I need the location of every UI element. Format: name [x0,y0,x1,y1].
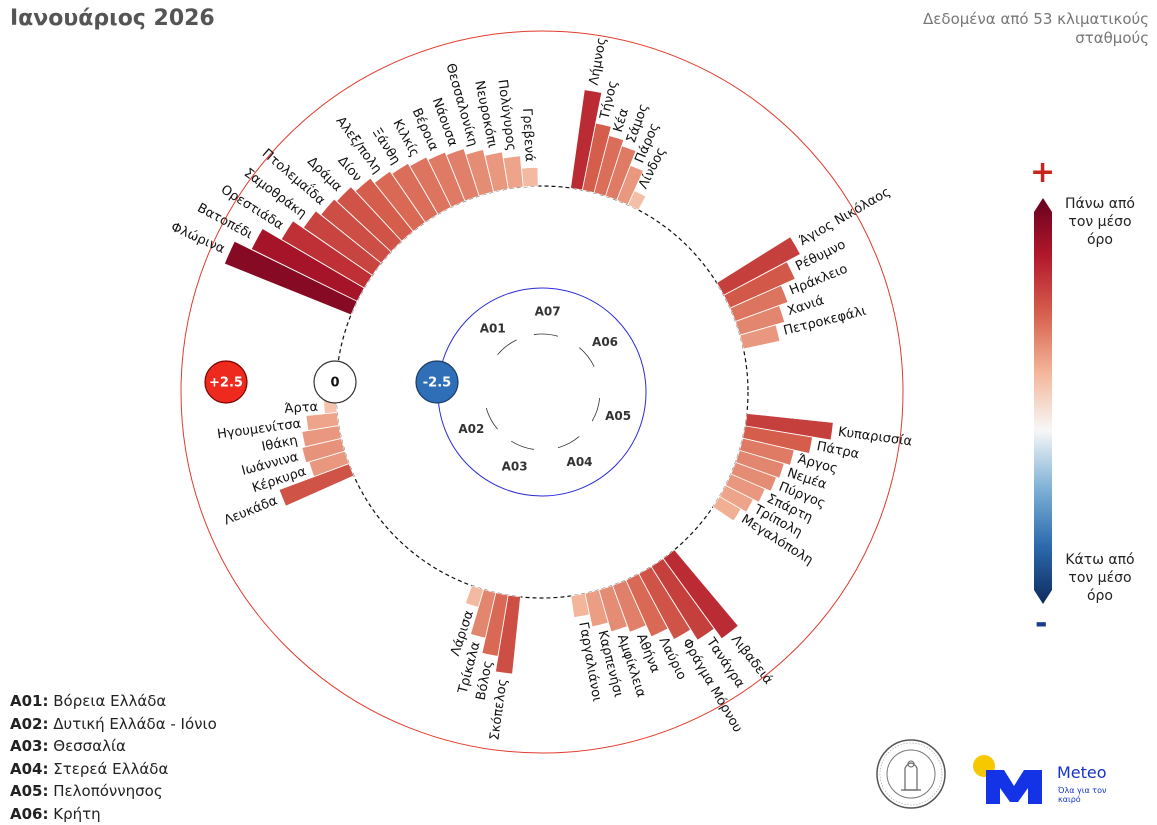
scale-markers: +2.5 0 -2.5 [205,361,458,403]
region-arc [511,441,534,449]
colorbar-plus-sign: + [1030,155,1055,190]
legend-region-name: Δυτική Ελλάδα - Ιόνιο [53,715,217,733]
region-arc [486,408,497,429]
colorbar-minus-sign: - [1035,606,1047,641]
legend-region-name: Κρήτη [53,805,100,823]
scale-marker-label: +2.5 [209,376,243,391]
station-label: Λήμνος [587,36,610,86]
region-code-label: A05 [605,409,631,423]
chart-rings [181,31,903,753]
colorbar-below-label: Κάτω από τον μέσο όρο [1060,551,1140,605]
legend-code: A03: [10,737,48,755]
scale-marker-label: -2.5 [423,376,451,391]
legend-region-name: Βόρεια Ελλάδα [53,692,166,710]
legend-code: A01: [10,692,48,710]
region-code-label: A03 [502,460,528,474]
region-code-label: A06 [592,335,618,349]
colorbar-gradient [1034,198,1052,604]
colorbar [1034,198,1052,604]
legend-region-name: Στερεά Ελλάδα [53,760,168,778]
colorbar-above-label: Πάνω από τον μέσο όρο [1060,195,1140,249]
region-arc [579,348,594,367]
legend-code: A05: [10,782,48,800]
zero-ring [336,186,748,598]
meteo-tagline: Όλα για τον καιρό [1058,786,1118,804]
region-ring: A01 A02 A03 A04 A05 A06 A07 [438,288,646,496]
station-label: Άρτα [284,400,319,417]
legend-row: A01: Βόρεια Ελλάδα [10,690,217,713]
scale-marker-label: 0 [330,376,339,391]
region-arc [534,334,558,336]
meteo-logo [970,752,1052,808]
station-label: Άγιος Νικόλαος [797,185,893,249]
region-arc [498,340,517,355]
legend-row: A02: Δυτική Ελλάδα - Ιόνιο [10,713,217,736]
region-arc [558,436,579,447]
station-labels: ΦλώριναΒατοπέδιΟρεστιάδαΣαμοθράκηΠτολεμα… [168,36,913,741]
bar-a01 [522,167,538,186]
station-label: Λευκάδα [222,493,280,528]
legend-region-name: Πελοπόννησος [53,782,162,800]
station-label: Γρεβενά [519,108,537,162]
region-legend: A01: Βόρεια Ελλάδα A02: Δυτική Ελλάδα - … [10,690,217,825]
region-code-label: A04 [567,455,593,469]
legend-row: A03: Θεσσαλία [10,735,217,758]
legend-code: A04: [10,760,48,778]
region-code-label: A07 [535,305,561,319]
min-ring [438,288,646,496]
legend-row: A04: Στερεά Ελλάδα [10,758,217,781]
region-arc [592,398,599,421]
max-ring [181,31,903,753]
meteo-brand-name: Meteo [1057,763,1107,782]
legend-region-name: Θεσσαλία [53,737,126,755]
legend-row: A06: Κρήτη [10,803,217,825]
region-code-label: A02 [458,422,484,436]
legend-code: A06: [10,805,48,823]
observatory-seal-logo [875,738,947,810]
legend-code: A02: [10,715,48,733]
legend-row: A05: Πελοπόννησος [10,780,217,803]
region-code-label: A01 [480,321,506,335]
